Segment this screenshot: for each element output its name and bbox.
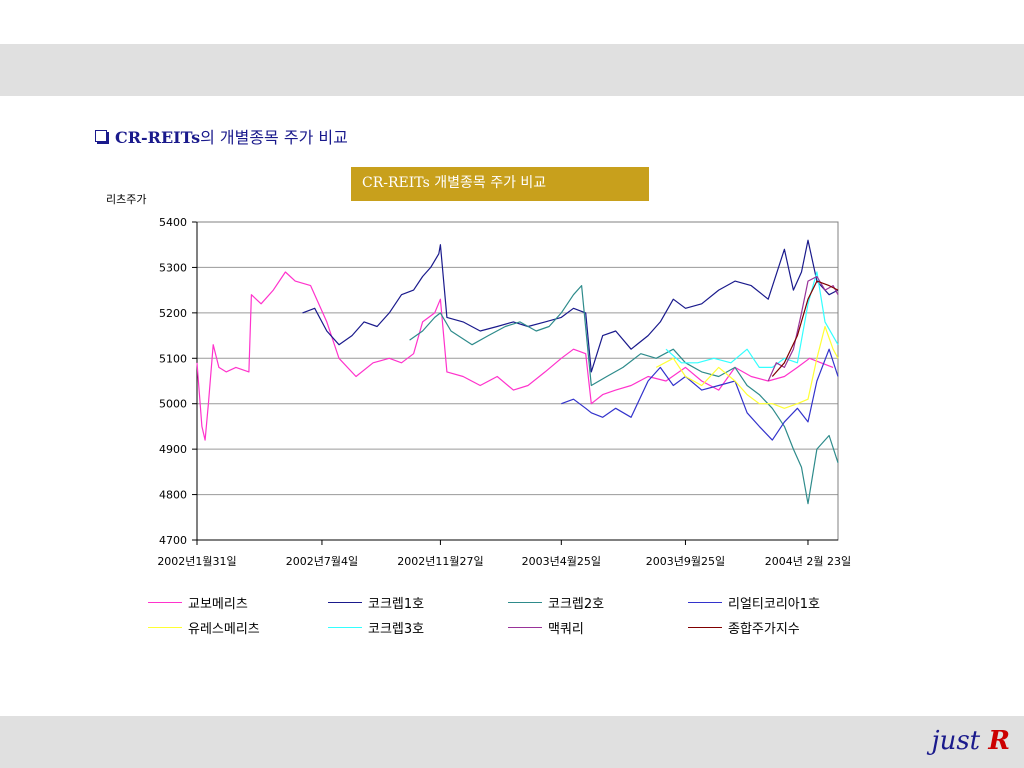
heading-title-en: CR-REITs — [115, 128, 201, 147]
brand-letter: R — [988, 726, 1010, 756]
x-tick-label: 2004년 2월 23일 — [765, 554, 851, 568]
series-line-종합주가지수 — [771, 280, 839, 377]
legend-swatch — [148, 627, 182, 628]
legend-item: 리얼티코리아1호 — [688, 593, 820, 612]
legend-item: 코크렙2호 — [508, 593, 604, 612]
series-line-코크렙2호 — [409, 285, 839, 505]
y-tick-label: 4700 — [159, 534, 187, 547]
legend-swatch — [688, 602, 722, 603]
legend-label: 종합주가지수 — [728, 622, 800, 637]
y-tick-label: 4800 — [159, 489, 187, 502]
series-line-코크렙1호 — [302, 239, 839, 373]
legend-item: 교보메리츠 — [148, 593, 248, 612]
legend-label: 코크렙1호 — [368, 597, 425, 612]
legend-item: 맥쿼리 — [508, 618, 584, 637]
legend-item: 유레스메리츠 — [148, 618, 260, 637]
chart-title: CR-REITs 개별종목 주가 비교 — [351, 167, 649, 201]
brand-logo: just R — [932, 726, 1010, 756]
y-tick-label: 5100 — [159, 352, 187, 365]
x-tick-label: 2002년1월31일 — [157, 554, 236, 568]
y-axis-label: 리츠주가 — [106, 193, 147, 206]
line-chart: 4700 4800 4900 5000 5100 5200 5300 5400 2002년1월3… — [157, 216, 851, 568]
top-band — [0, 44, 1024, 96]
legend-label: 교보메리츠 — [188, 597, 248, 612]
legend-label: 코크렙2호 — [548, 597, 605, 612]
series-line-유레스메리츠 — [655, 325, 839, 409]
x-tick-label: 2003년9월25일 — [646, 554, 725, 568]
series-line-리얼티코리아1호 — [561, 348, 839, 441]
legend-label: 맥쿼리 — [548, 622, 584, 637]
legend-swatch — [328, 627, 362, 628]
legend-swatch — [328, 602, 362, 603]
x-tick-label: 2002년11월27일 — [397, 554, 483, 568]
legend-item: 종합주가지수 — [688, 618, 800, 637]
bottom-band — [0, 716, 1024, 768]
legend-item: 코크렙1호 — [328, 593, 424, 612]
page-heading: CR-REITs의 개별종목 주가 비교 — [95, 124, 348, 148]
y-tick-label: 5200 — [159, 307, 187, 320]
y-tick-label: 4900 — [159, 443, 187, 456]
legend-item: 코크렙3호 — [328, 618, 424, 637]
y-tick-label: 5400 — [159, 216, 187, 229]
legend-swatch — [148, 602, 182, 603]
legend-swatch — [508, 602, 542, 603]
y-tick-label: 5000 — [159, 398, 187, 411]
legend-swatch — [688, 627, 722, 628]
x-tick-label: 2002년7월4일 — [286, 554, 358, 568]
legend-label: 리얼티코리아1호 — [728, 597, 820, 612]
checkbox-bullet-icon — [95, 130, 107, 142]
x-tick-label: 2003년4월25일 — [522, 554, 601, 568]
series-line-교보메리츠 — [196, 271, 834, 441]
y-tick-label: 5300 — [159, 261, 187, 274]
legend-swatch — [508, 627, 542, 628]
legend-label: 코크렙3호 — [368, 622, 425, 637]
legend-label: 유레스메리츠 — [188, 622, 260, 637]
series-line-맥쿼리 — [767, 275, 839, 382]
plot-frame — [196, 221, 839, 541]
brand-word: just — [931, 726, 981, 756]
heading-title-ko: 의 개별종목 주가 비교 — [200, 128, 348, 147]
